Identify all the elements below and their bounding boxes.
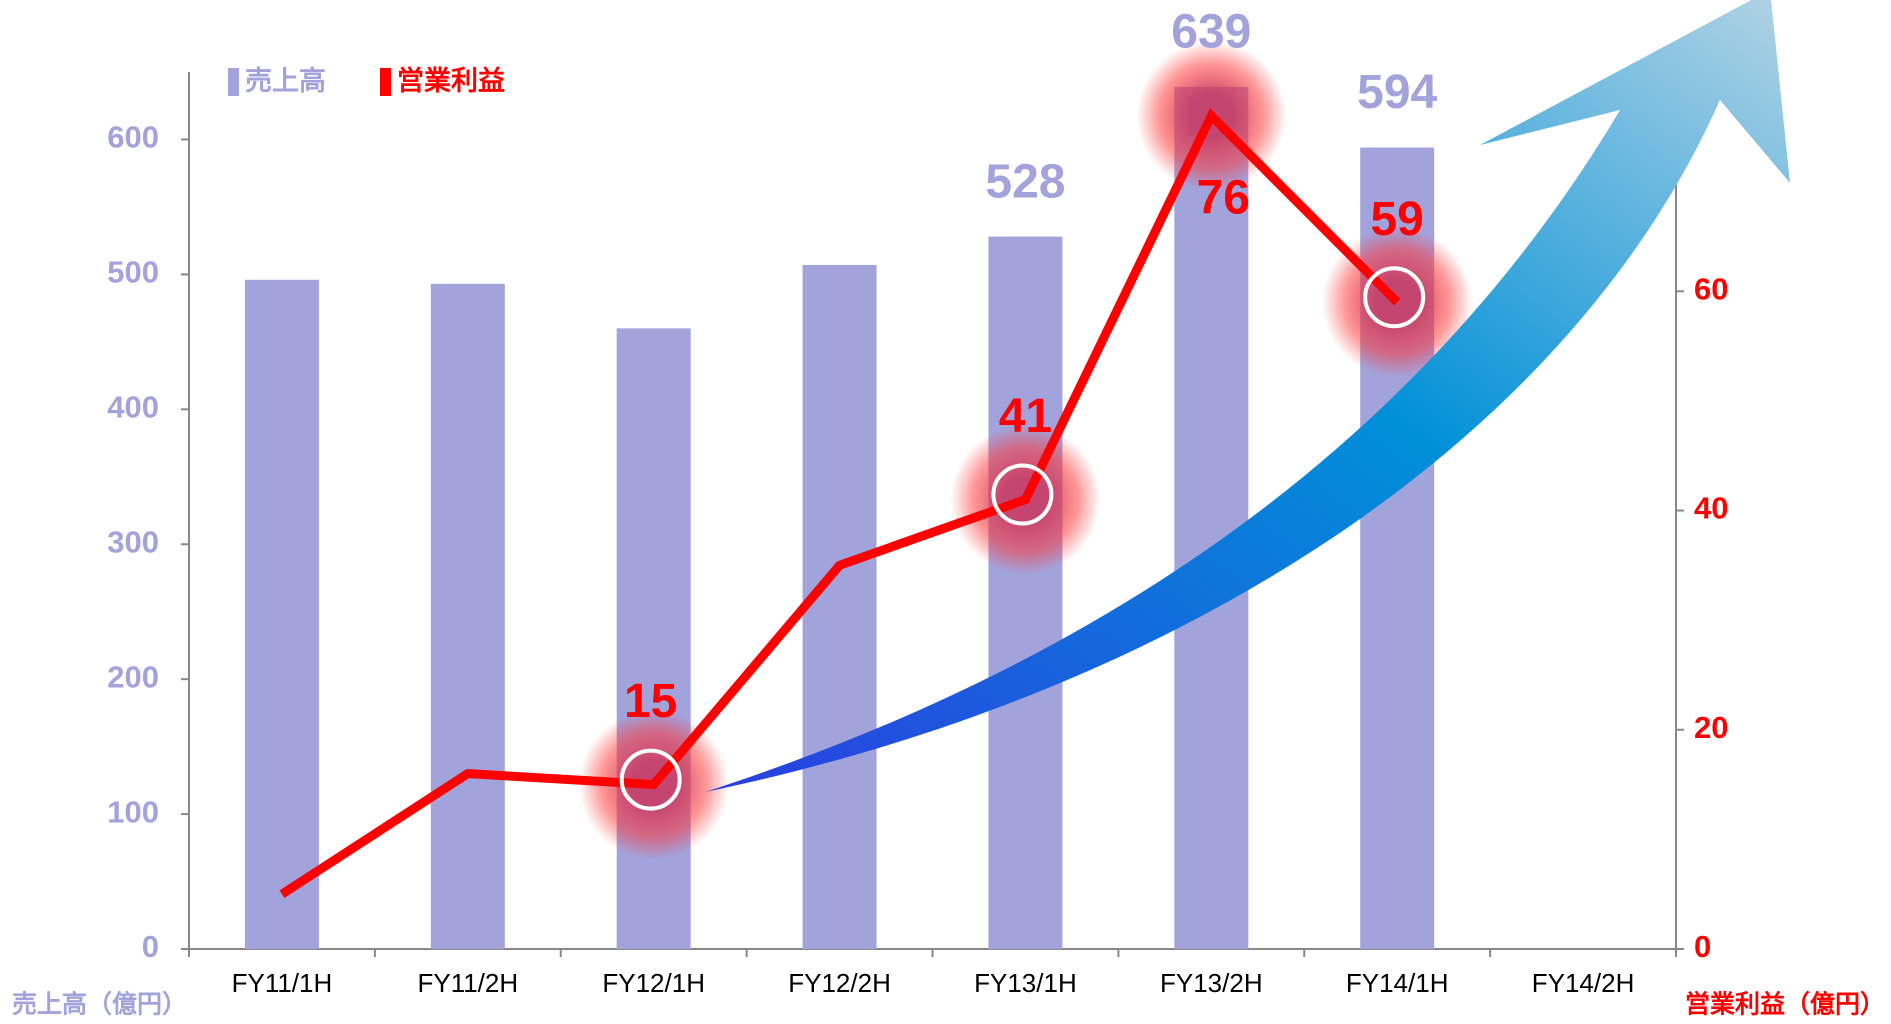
y-tick-label: 400 (107, 389, 159, 424)
data-label: 594 (1357, 66, 1437, 119)
legend-label: 売上高 (245, 65, 326, 96)
x-tick-label: FY13/2H (1160, 968, 1263, 998)
highlight-ring (991, 463, 1054, 526)
bar (988, 236, 1063, 950)
line (279, 108, 1401, 898)
highlight-ring (619, 748, 682, 811)
legend-swatch (228, 68, 239, 96)
data-label: 15 (624, 675, 677, 728)
data-label: 528 (985, 155, 1065, 208)
x-tick-label: FY11/1H (232, 968, 333, 998)
y-tick-label: 600 (107, 120, 159, 155)
growth-arrow (705, 0, 1790, 792)
bar (244, 279, 319, 950)
y-tick-label: 200 (107, 659, 159, 694)
x-tick-label: FY12/2H (788, 968, 891, 998)
y2-tick-label: 20 (1694, 710, 1728, 745)
x-tick-label: FY13/1H (974, 968, 1077, 998)
x-tick-label: FY12/1H (602, 968, 705, 998)
y2-tick-label: 40 (1694, 491, 1728, 526)
y-tick-label: 300 (107, 524, 159, 559)
y2-axis-title: 営業利益（億円） (1685, 990, 1885, 1019)
y-tick-label: 100 (107, 794, 159, 829)
y2-tick-label: 60 (1694, 271, 1728, 306)
bar (1174, 86, 1249, 949)
x-tick-label: FY14/1H (1346, 968, 1449, 998)
x-tick-label: FY11/2H (417, 968, 518, 998)
legend-label: 営業利益 (397, 65, 505, 96)
data-label: 76 (1197, 172, 1250, 225)
data-label: 41 (999, 390, 1052, 443)
bar (802, 264, 877, 949)
y2-tick-label: 0 (1694, 929, 1711, 964)
highlight-ring (1363, 266, 1426, 329)
x-tick-label: FY14/2H (1532, 968, 1635, 998)
bar (430, 283, 505, 949)
y-axis-title: 売上高（億円） (12, 990, 187, 1019)
legend-swatch (380, 68, 391, 96)
y-tick-label: 0 (142, 929, 159, 964)
y-tick-label: 500 (107, 255, 159, 290)
data-label: 639 (1171, 6, 1251, 59)
data-label: 59 (1370, 193, 1423, 246)
